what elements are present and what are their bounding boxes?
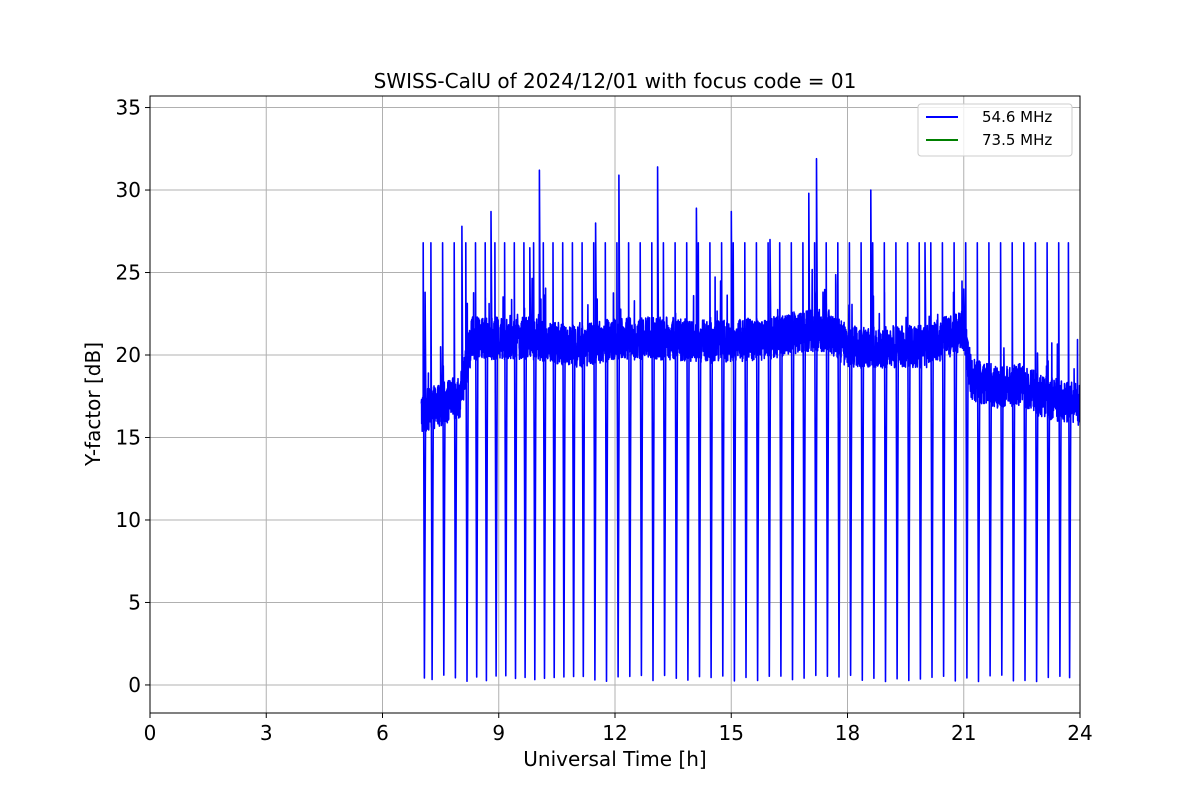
chart-title: SWISS-CalU of 2024/12/01 with focus code… — [374, 69, 857, 93]
legend: 54.6 MHz 73.5 MHz — [917, 103, 1073, 157]
series-line-1 — [420, 157, 1080, 683]
x-tick-label: 15 — [719, 721, 744, 745]
x-tick-label: 3 — [260, 721, 273, 745]
y-tick-label: 20 — [116, 343, 141, 367]
legend-label-series-1: 54.6 MHz — [982, 108, 1052, 126]
x-axis-title: Universal Time [h] — [523, 747, 706, 771]
series-lines — [420, 157, 1080, 683]
legend-label-series-2: 73.5 MHz — [982, 131, 1052, 149]
axis-ticks: 0 3 6 9 12 15 18 21 24 0 5 10 15 20 25 30 35 — [116, 96, 1093, 745]
y-axis-title: Y-factor [dB] — [81, 342, 105, 467]
x-tick-label: 24 — [1067, 721, 1092, 745]
x-tick-label: 18 — [835, 721, 860, 745]
x-tick-label: 21 — [951, 721, 976, 745]
x-tick-label: 0 — [144, 721, 157, 745]
y-tick-label: 15 — [116, 425, 141, 449]
y-tick-label: 0 — [128, 673, 141, 697]
x-tick-label: 6 — [376, 721, 389, 745]
plot-area-frame — [149, 95, 1081, 714]
y-tick-label: 35 — [116, 96, 141, 120]
y-tick-label: 25 — [116, 261, 141, 285]
y-tick-label: 10 — [116, 508, 141, 532]
y-tick-label: 30 — [116, 178, 141, 202]
y-tick-label: 5 — [128, 590, 141, 614]
x-tick-label: 12 — [602, 721, 627, 745]
x-tick-label: 9 — [492, 721, 505, 745]
